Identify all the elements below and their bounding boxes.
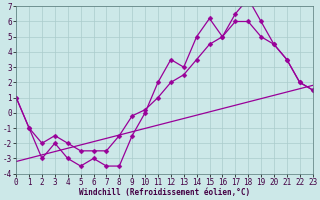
- X-axis label: Windchill (Refroidissement éolien,°C): Windchill (Refroidissement éolien,°C): [79, 188, 250, 197]
